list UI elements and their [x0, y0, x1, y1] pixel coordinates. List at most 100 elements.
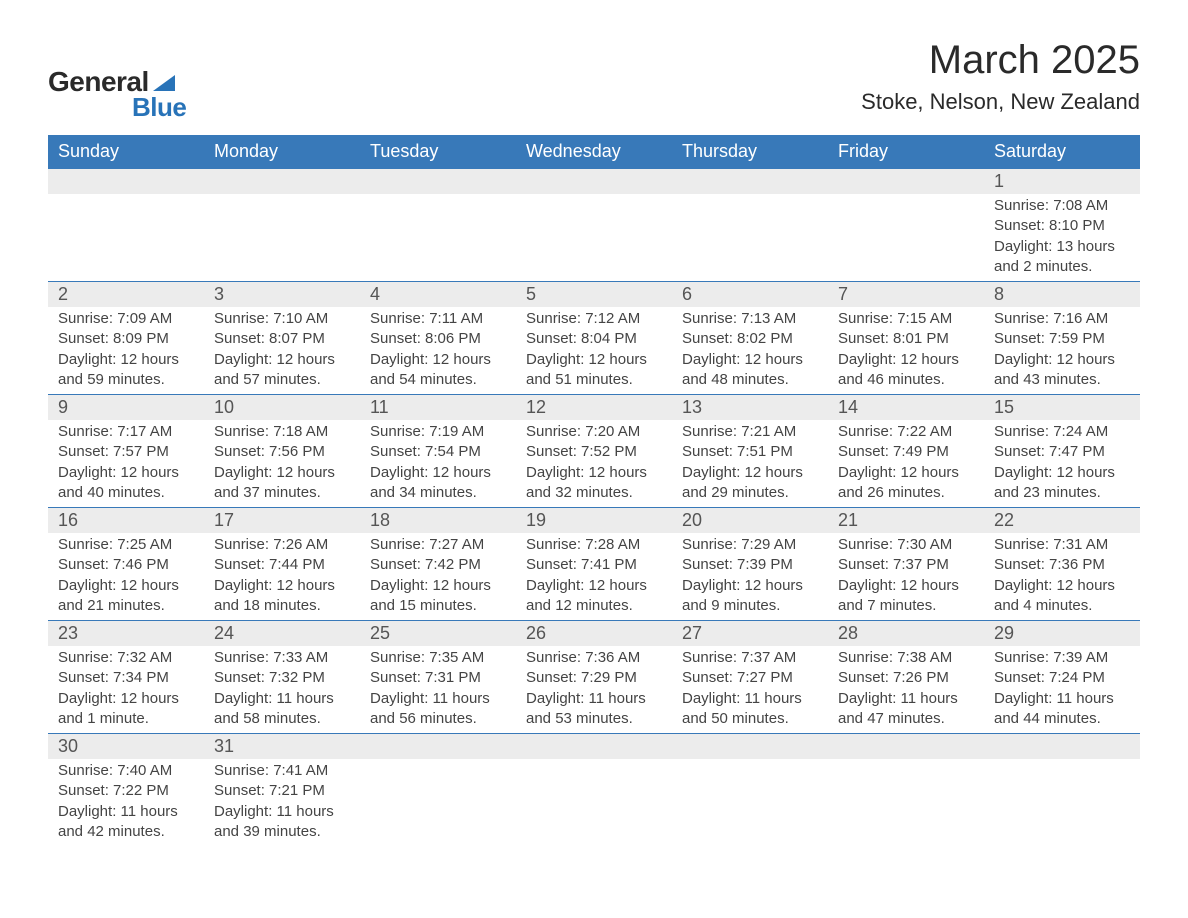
calendar-header-cell: Wednesday: [516, 135, 672, 168]
day-number-row: 23242526272829: [48, 621, 1140, 646]
day-number: [204, 169, 360, 194]
day-number: [828, 169, 984, 194]
calendar-header-cell: Saturday: [984, 135, 1140, 168]
day-details: Sunrise: 7:17 AMSunset: 7:57 PMDaylight:…: [48, 420, 204, 507]
day-number: 1: [984, 169, 1140, 194]
sunrise-text: Sunrise: 7:26 AM: [214, 535, 350, 555]
sunrise-text: Sunrise: 7:33 AM: [214, 648, 350, 668]
day-details: Sunrise: 7:13 AMSunset: 8:02 PMDaylight:…: [672, 307, 828, 394]
sunset-text: Sunset: 7:39 PM: [682, 555, 818, 575]
day-details: Sunrise: 7:09 AMSunset: 8:09 PMDaylight:…: [48, 307, 204, 394]
daylight-text: Daylight: 11 hours and 50 minutes.: [682, 689, 818, 730]
day-number: 16: [48, 508, 204, 533]
sunset-text: Sunset: 7:49 PM: [838, 442, 974, 462]
sunset-text: Sunset: 8:10 PM: [994, 216, 1130, 236]
day-number-row: 16171819202122: [48, 508, 1140, 533]
sunrise-text: Sunrise: 7:15 AM: [838, 309, 974, 329]
sunset-text: Sunset: 7:27 PM: [682, 668, 818, 688]
day-number: [360, 734, 516, 759]
day-number: 19: [516, 508, 672, 533]
sunrise-text: Sunrise: 7:16 AM: [994, 309, 1130, 329]
day-number: 17: [204, 508, 360, 533]
sunrise-text: Sunrise: 7:11 AM: [370, 309, 506, 329]
day-body-row: Sunrise: 7:09 AMSunset: 8:09 PMDaylight:…: [48, 307, 1140, 394]
daylight-text: Daylight: 12 hours and 32 minutes.: [526, 463, 662, 504]
day-details: Sunrise: 7:29 AMSunset: 7:39 PMDaylight:…: [672, 533, 828, 620]
calendar: SundayMondayTuesdayWednesdayThursdayFrid…: [48, 135, 1140, 846]
daylight-text: Daylight: 12 hours and 23 minutes.: [994, 463, 1130, 504]
sunrise-text: Sunrise: 7:28 AM: [526, 535, 662, 555]
day-number: [48, 169, 204, 194]
sunrise-text: Sunrise: 7:12 AM: [526, 309, 662, 329]
sunset-text: Sunset: 7:52 PM: [526, 442, 662, 462]
sunset-text: Sunset: 7:34 PM: [58, 668, 194, 688]
sunrise-text: Sunrise: 7:20 AM: [526, 422, 662, 442]
day-details: [672, 759, 828, 846]
sunset-text: Sunset: 7:37 PM: [838, 555, 974, 575]
day-number: 18: [360, 508, 516, 533]
calendar-week: 2345678Sunrise: 7:09 AMSunset: 8:09 PMDa…: [48, 281, 1140, 394]
daylight-text: Daylight: 13 hours and 2 minutes.: [994, 237, 1130, 278]
day-number: 4: [360, 282, 516, 307]
day-number: 21: [828, 508, 984, 533]
daylight-text: Daylight: 12 hours and 48 minutes.: [682, 350, 818, 391]
sunset-text: Sunset: 7:47 PM: [994, 442, 1130, 462]
day-number: [828, 734, 984, 759]
sunrise-text: Sunrise: 7:09 AM: [58, 309, 194, 329]
sunrise-text: Sunrise: 7:41 AM: [214, 761, 350, 781]
daylight-text: Daylight: 12 hours and 59 minutes.: [58, 350, 194, 391]
logo: General Blue: [48, 38, 186, 123]
day-details: Sunrise: 7:36 AMSunset: 7:29 PMDaylight:…: [516, 646, 672, 733]
sunrise-text: Sunrise: 7:13 AM: [682, 309, 818, 329]
day-details: Sunrise: 7:20 AMSunset: 7:52 PMDaylight:…: [516, 420, 672, 507]
day-details: Sunrise: 7:10 AMSunset: 8:07 PMDaylight:…: [204, 307, 360, 394]
calendar-header-cell: Tuesday: [360, 135, 516, 168]
day-number: 8: [984, 282, 1140, 307]
sunset-text: Sunset: 7:51 PM: [682, 442, 818, 462]
logo-triangle-icon: [153, 75, 175, 91]
day-body-row: Sunrise: 7:25 AMSunset: 7:46 PMDaylight:…: [48, 533, 1140, 620]
day-number: 6: [672, 282, 828, 307]
sunset-text: Sunset: 7:57 PM: [58, 442, 194, 462]
day-details: [516, 194, 672, 281]
day-details: Sunrise: 7:25 AMSunset: 7:46 PMDaylight:…: [48, 533, 204, 620]
day-number: [672, 169, 828, 194]
day-body-row: Sunrise: 7:17 AMSunset: 7:57 PMDaylight:…: [48, 420, 1140, 507]
calendar-week: 1Sunrise: 7:08 AMSunset: 8:10 PMDaylight…: [48, 168, 1140, 281]
daylight-text: Daylight: 12 hours and 4 minutes.: [994, 576, 1130, 617]
day-number: 30: [48, 734, 204, 759]
day-body-row: Sunrise: 7:40 AMSunset: 7:22 PMDaylight:…: [48, 759, 1140, 846]
day-details: Sunrise: 7:11 AMSunset: 8:06 PMDaylight:…: [360, 307, 516, 394]
day-details: Sunrise: 7:31 AMSunset: 7:36 PMDaylight:…: [984, 533, 1140, 620]
page-header: General Blue March 2025 Stoke, Nelson, N…: [48, 38, 1140, 123]
daylight-text: Daylight: 12 hours and 9 minutes.: [682, 576, 818, 617]
sunrise-text: Sunrise: 7:40 AM: [58, 761, 194, 781]
day-number: 27: [672, 621, 828, 646]
sunrise-text: Sunrise: 7:35 AM: [370, 648, 506, 668]
daylight-text: Daylight: 12 hours and 12 minutes.: [526, 576, 662, 617]
logo-text-blue: Blue: [132, 92, 186, 123]
day-details: Sunrise: 7:40 AMSunset: 7:22 PMDaylight:…: [48, 759, 204, 846]
sunset-text: Sunset: 8:06 PM: [370, 329, 506, 349]
day-details: Sunrise: 7:30 AMSunset: 7:37 PMDaylight:…: [828, 533, 984, 620]
day-details: Sunrise: 7:38 AMSunset: 7:26 PMDaylight:…: [828, 646, 984, 733]
day-details: [516, 759, 672, 846]
daylight-text: Daylight: 12 hours and 40 minutes.: [58, 463, 194, 504]
calendar-week: 23242526272829Sunrise: 7:32 AMSunset: 7:…: [48, 620, 1140, 733]
day-details: Sunrise: 7:32 AMSunset: 7:34 PMDaylight:…: [48, 646, 204, 733]
day-details: Sunrise: 7:22 AMSunset: 7:49 PMDaylight:…: [828, 420, 984, 507]
day-details: [48, 194, 204, 281]
sunset-text: Sunset: 7:21 PM: [214, 781, 350, 801]
daylight-text: Daylight: 12 hours and 15 minutes.: [370, 576, 506, 617]
sunset-text: Sunset: 7:59 PM: [994, 329, 1130, 349]
daylight-text: Daylight: 11 hours and 44 minutes.: [994, 689, 1130, 730]
daylight-text: Daylight: 12 hours and 29 minutes.: [682, 463, 818, 504]
daylight-text: Daylight: 11 hours and 42 minutes.: [58, 802, 194, 843]
calendar-header-cell: Thursday: [672, 135, 828, 168]
sunset-text: Sunset: 7:56 PM: [214, 442, 350, 462]
sunset-text: Sunset: 7:44 PM: [214, 555, 350, 575]
day-number: 28: [828, 621, 984, 646]
day-details: [828, 194, 984, 281]
daylight-text: Daylight: 11 hours and 39 minutes.: [214, 802, 350, 843]
sunrise-text: Sunrise: 7:18 AM: [214, 422, 350, 442]
